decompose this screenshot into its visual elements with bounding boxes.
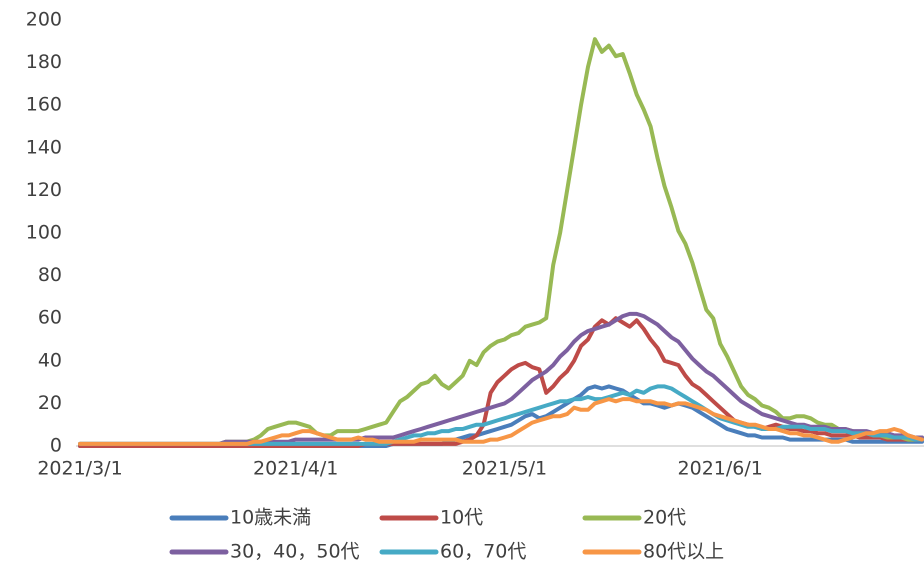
y-tick-label: 80	[38, 264, 62, 286]
y-tick-label: 100	[26, 222, 62, 244]
y-tick-label: 60	[38, 307, 62, 329]
y-tick-label: 200	[26, 9, 62, 31]
y-tick-label: 120	[26, 179, 62, 201]
y-tick-label: 180	[26, 51, 62, 73]
legend-label: 10歳未満	[230, 507, 311, 529]
x-tick-label: 2021/4/1	[253, 458, 338, 480]
legend-label: 30，40，50代	[230, 541, 360, 563]
x-tick-label: 2021/3/1	[37, 458, 122, 480]
y-tick-label: 20	[38, 392, 62, 414]
legend-label: 10代	[440, 507, 483, 529]
y-tick-label: 40	[38, 349, 62, 371]
x-tick-label: 2021/5/1	[462, 458, 547, 480]
series-line	[78, 397, 924, 446]
x-tick-label: 2021/6/1	[678, 458, 763, 480]
legend-label: 20代	[643, 507, 686, 529]
legend-label: 60，70代	[440, 541, 526, 563]
y-tick-label: 0	[50, 435, 62, 457]
y-tick-label: 160	[26, 94, 62, 116]
y-tick-label: 140	[26, 136, 62, 158]
legend-label: 80代以上	[643, 541, 724, 563]
series-line	[78, 37, 924, 446]
